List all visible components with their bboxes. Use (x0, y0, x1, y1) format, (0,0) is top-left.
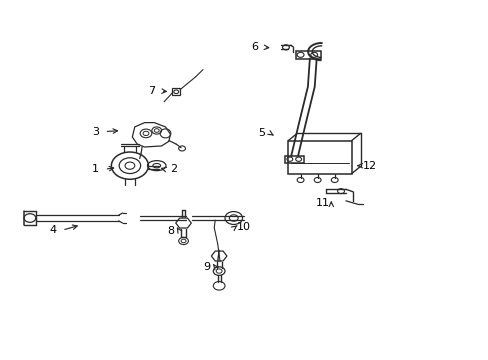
Text: 5: 5 (258, 129, 264, 138)
Text: 8: 8 (166, 226, 174, 236)
Text: 6: 6 (251, 42, 258, 52)
Text: 4: 4 (50, 225, 57, 235)
Text: 2: 2 (170, 164, 177, 174)
Bar (288, 140, 351, 174)
Text: 10: 10 (236, 222, 250, 232)
Text: 12: 12 (363, 161, 377, 171)
Bar (295, 51, 321, 59)
Text: 7: 7 (148, 86, 155, 96)
Bar (285, 156, 304, 163)
Text: 3: 3 (92, 127, 99, 136)
Text: 11: 11 (315, 198, 329, 208)
Text: 1: 1 (92, 164, 99, 174)
Text: 9: 9 (203, 262, 210, 272)
Bar (172, 88, 180, 95)
